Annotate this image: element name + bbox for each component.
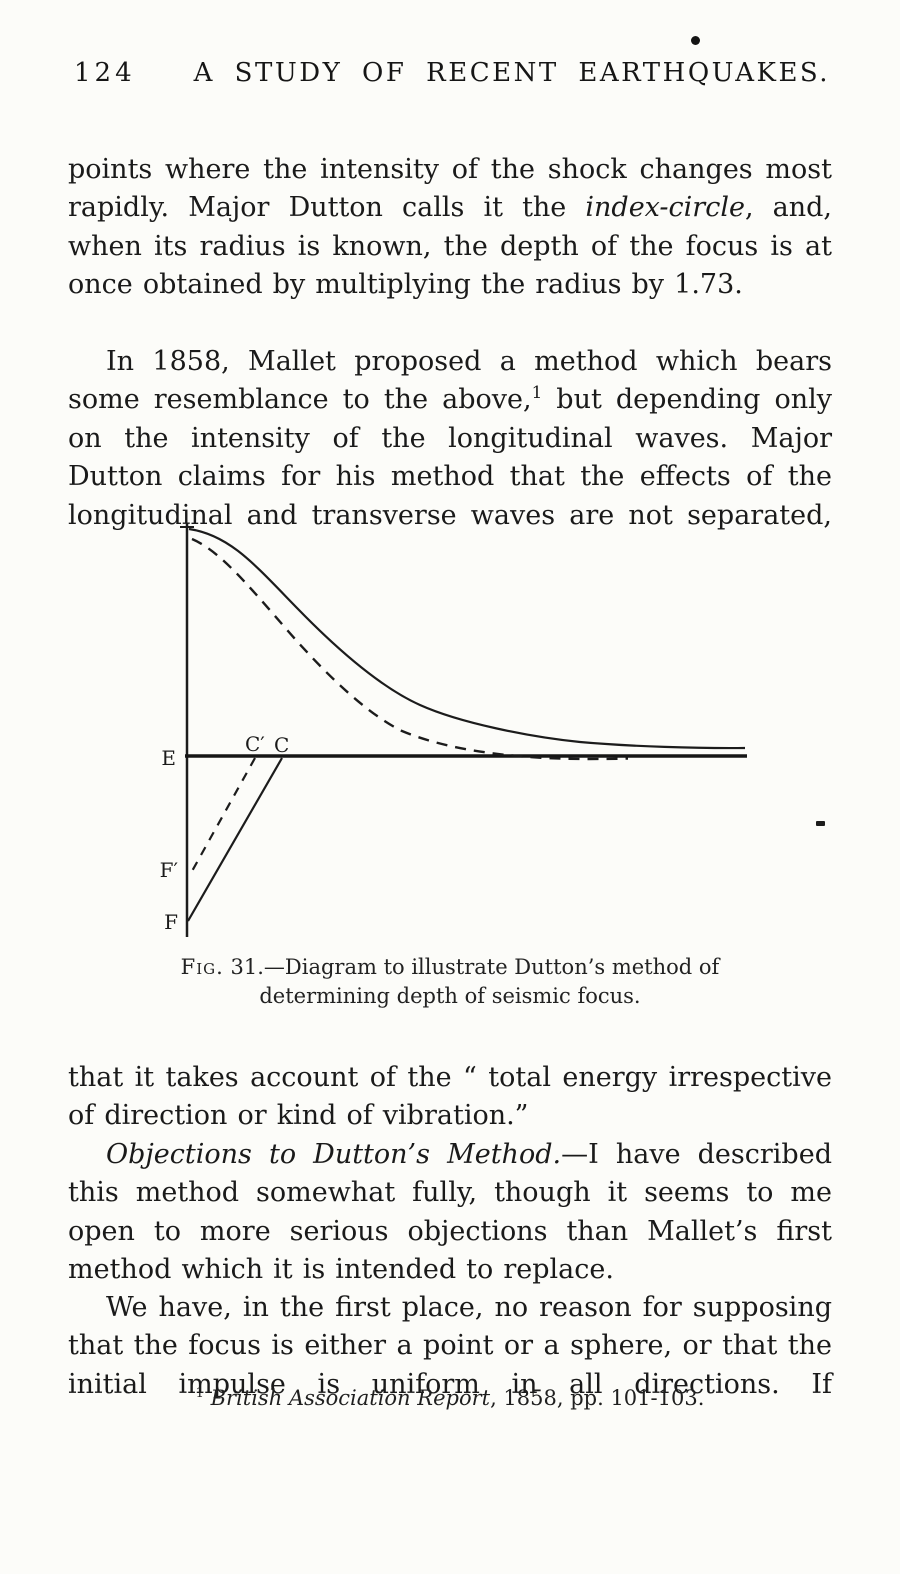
paragraph-5: We have, in the first place, no reason f… xyxy=(68,1292,832,1400)
solid-intensity-curve xyxy=(188,527,746,750)
figure-caption-line2: determining depth of seismic focus. xyxy=(259,984,641,1008)
figure-caption-line1: Fig. 31.—Diagram to illustrate Dutton’s … xyxy=(68,953,832,982)
figure-caption-fig-abbrev: Fig. xyxy=(180,955,224,979)
figure-label-c: C xyxy=(274,733,289,757)
figure-caption: Fig. 31.—Diagram to illustrate Dutton’s … xyxy=(68,953,832,1011)
paragraph-2: In 1858, Mallet proposed a method which … xyxy=(68,346,833,531)
paragraph-3: that it takes account of the “ total ene… xyxy=(68,1062,832,1132)
figure-label-c-prime: C′ xyxy=(245,732,265,756)
figure-label-f-prime: F′ xyxy=(160,858,179,882)
dashed-intensity-curve xyxy=(191,537,629,761)
figure-label-f: F xyxy=(164,910,178,934)
page-header: 124 A STUDY OF RECENT EARTHQUAKES. xyxy=(74,58,832,88)
footnote: 1 British Association Report, 1858, pp. … xyxy=(195,1386,705,1410)
ink-dot xyxy=(691,36,700,45)
paragraph-4: Objections to Dutton’s Method.—I have de… xyxy=(68,1139,832,1286)
dashed-ray-Cprime-Fprime xyxy=(190,757,256,874)
figure-31: E C′ C F′ F xyxy=(150,515,770,947)
figure-caption-line1-text: 31.—Diagram to illustrate Dutton’s metho… xyxy=(223,955,720,979)
solid-ray-C-F xyxy=(187,757,283,922)
running-title: A STUDY OF RECENT EARTHQUAKES. xyxy=(193,58,831,88)
page-number: 124 xyxy=(74,58,136,88)
paragraph-1: points where the intensity of the shock … xyxy=(68,154,832,301)
ink-speck xyxy=(816,821,825,826)
figure-label-e: E xyxy=(161,746,176,770)
figure-diagram: E C′ C F′ F xyxy=(160,523,747,937)
